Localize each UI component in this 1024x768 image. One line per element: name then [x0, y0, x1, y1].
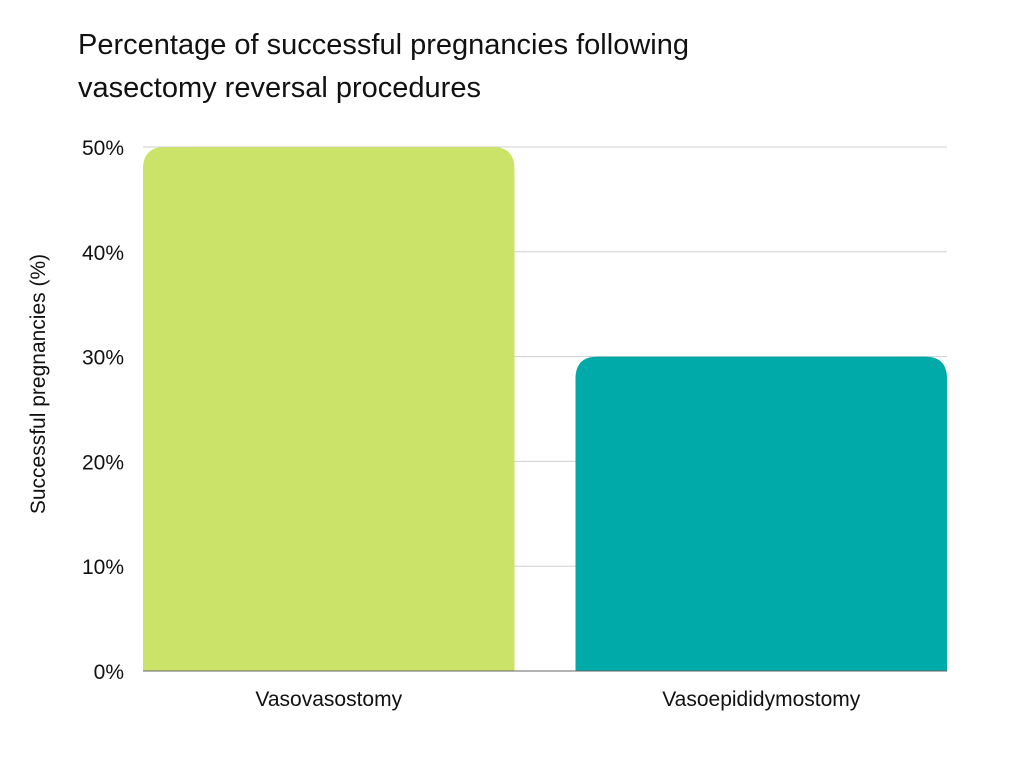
y-axis-title: Successful pregnancies (%) — [27, 254, 50, 514]
category-labels: Vasovasostomy Vasoepididymostomy — [255, 688, 860, 711]
y-tick-label: 20% — [82, 451, 124, 474]
bar-vasoepididymostomy — [575, 356, 947, 671]
y-tick-label: 0% — [94, 661, 124, 684]
y-tick-label: 30% — [82, 347, 124, 370]
bar-vasovasostomy — [143, 147, 515, 671]
bars — [143, 147, 947, 671]
y-tick-label: 10% — [82, 556, 124, 579]
y-tick-label: 40% — [82, 242, 124, 265]
chart-title: Percentage of successful pregnancies fol… — [78, 29, 689, 104]
y-tick-labels: 0% 10% 20% 30% 40% 50% — [82, 137, 124, 684]
category-label-vasovasostomy: Vasovasostomy — [255, 688, 402, 711]
y-tick-label: 50% — [82, 137, 124, 160]
category-label-vasoepididymostomy: Vasoepididymostomy — [662, 688, 861, 711]
